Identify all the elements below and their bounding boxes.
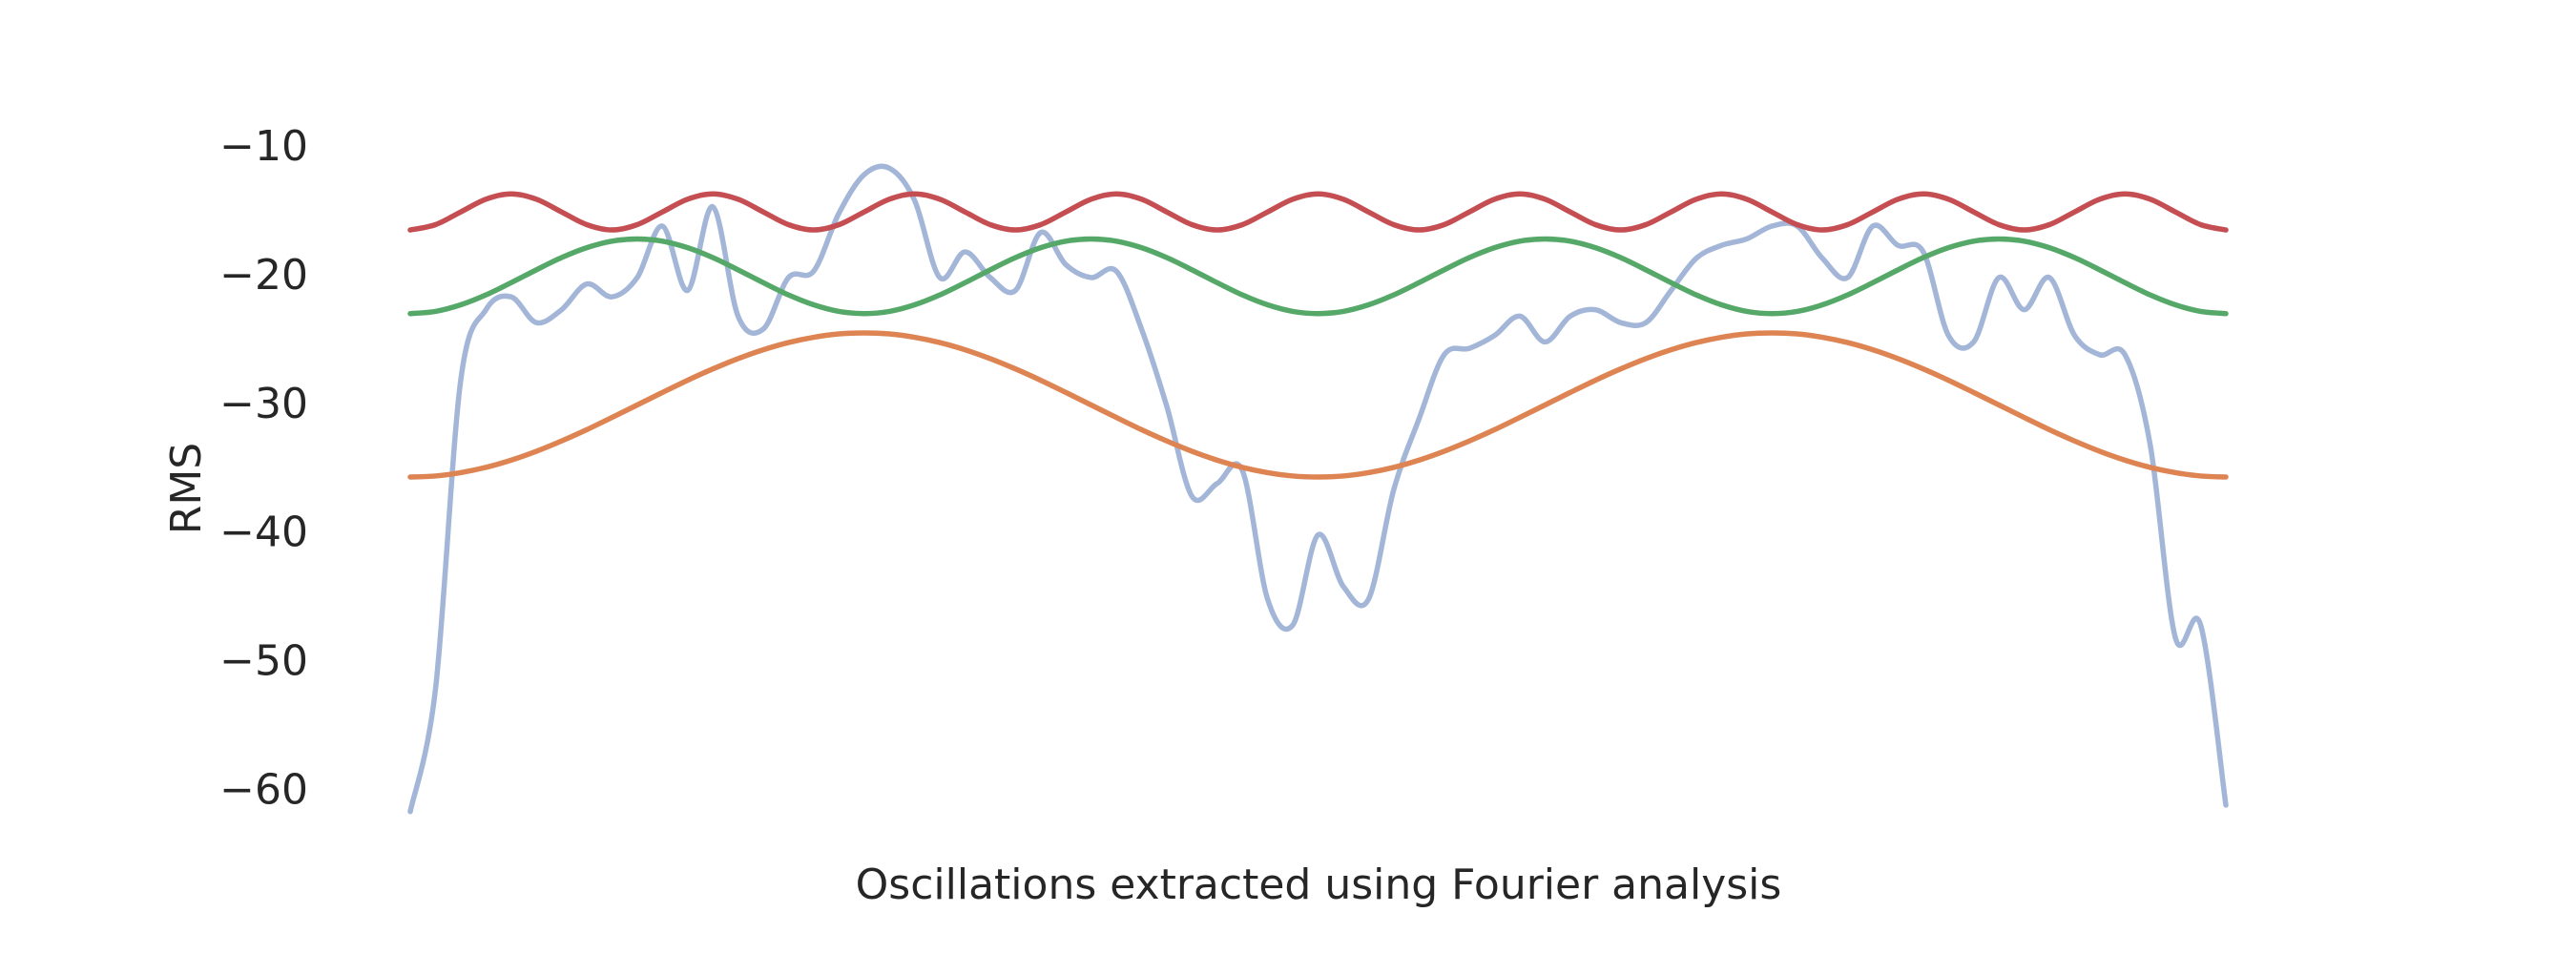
line-series bbox=[407, 330, 2229, 480]
y-tick-label: −40 bbox=[219, 508, 308, 557]
y-tick-label: −30 bbox=[219, 380, 308, 428]
line-series bbox=[407, 191, 2229, 233]
line-series bbox=[407, 236, 2229, 317]
line-series bbox=[407, 163, 2229, 815]
y-tick-label: −60 bbox=[219, 765, 308, 814]
y-tick-label: −10 bbox=[219, 122, 308, 171]
x-axis-label: Oscillations extracted using Fourier ana… bbox=[856, 861, 1782, 909]
y-axis-label: RMS bbox=[162, 443, 211, 534]
y-tick-label: −20 bbox=[219, 251, 308, 300]
y-tick-label: −50 bbox=[219, 637, 308, 686]
